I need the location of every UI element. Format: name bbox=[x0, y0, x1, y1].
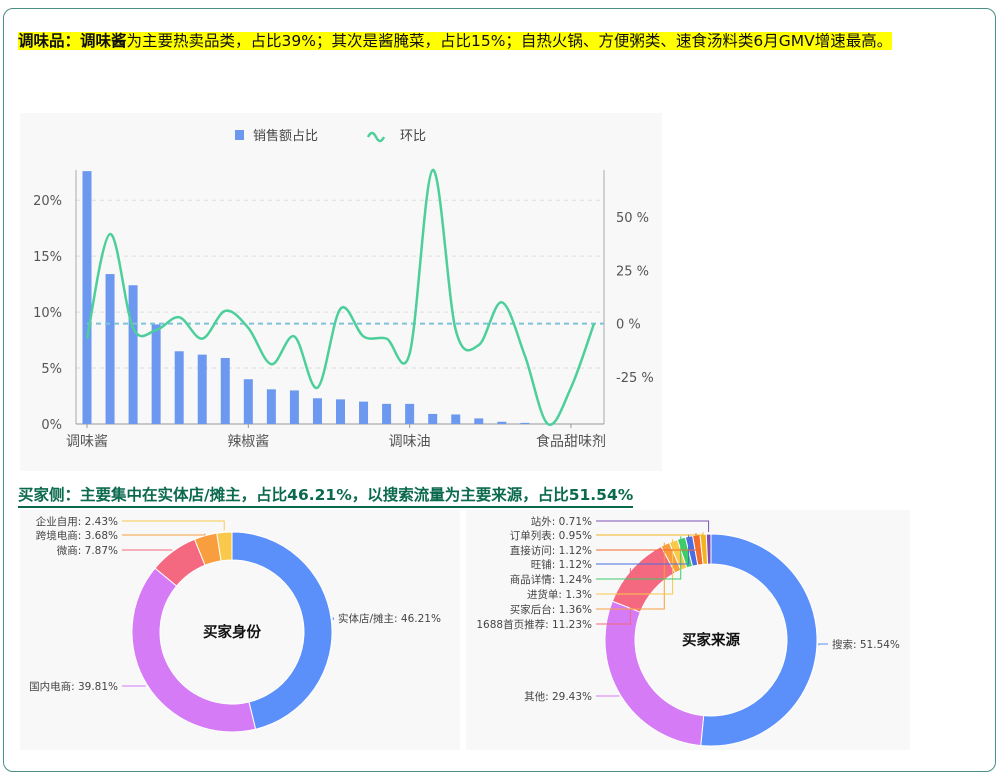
content-card bbox=[3, 8, 996, 772]
bar-line-chart: 销售额占比 环比 0% 5% 10% 15% 20% -25 % 0 % 25 % 50 % 调味酱 辣… bbox=[33, 128, 654, 450]
legend-line-swatch bbox=[366, 131, 386, 143]
slice-label: 实体店/摊主: 46.21% bbox=[338, 612, 441, 625]
slice-label: 旺铺: 1.12% bbox=[531, 558, 592, 571]
buyer-identity-donut: 实体店/摊主: 46.21% 国内电商: 39.81% 微商: 7.87% 跨境电商:… bbox=[29, 515, 441, 733]
slice-label: 站外: 0.71% bbox=[531, 515, 592, 528]
bar bbox=[520, 422, 530, 424]
slice-label: 跨境电商: 3.68% bbox=[36, 529, 118, 542]
summary-text: 调味品：调味酱为主要热卖品类，占比39%；其次是酱腌菜，占比15%；自热火锅、方… bbox=[18, 26, 978, 57]
slice-label: 进货单: 1.3% bbox=[527, 588, 592, 601]
leader-line bbox=[596, 534, 690, 565]
legend-line-label: 环比 bbox=[400, 129, 426, 144]
legend-bar-swatch bbox=[235, 130, 244, 140]
donut-center-label: 买家身份 bbox=[203, 623, 261, 641]
slice-label: 直接访问: 1.12% bbox=[510, 544, 592, 557]
bar bbox=[266, 389, 276, 424]
y-left-tick: 20% bbox=[33, 194, 62, 209]
x-tick-label: 调味酱 bbox=[66, 434, 108, 450]
donut-slice bbox=[700, 533, 818, 747]
y-right-tick: 25 % bbox=[616, 264, 649, 279]
leader-line bbox=[332, 617, 334, 620]
bar bbox=[497, 421, 507, 424]
y-right-tick: -25 % bbox=[616, 371, 654, 386]
bar bbox=[312, 398, 322, 424]
bar bbox=[243, 379, 253, 424]
donut-slice bbox=[131, 567, 257, 733]
slice-label: 1688首页推荐: 11.23% bbox=[476, 618, 592, 631]
leader-line bbox=[596, 568, 631, 625]
x-tick-label: 辣椒酱 bbox=[227, 434, 269, 450]
x-tick-label: 食品甜味剂 bbox=[536, 433, 606, 450]
slice-label: 买家后台: 1.36% bbox=[510, 603, 592, 616]
donut-slice bbox=[216, 531, 233, 562]
donut-slice bbox=[231, 531, 333, 730]
y-left-tick: 5% bbox=[41, 362, 62, 377]
y-right-tick: 50 % bbox=[616, 211, 649, 226]
slice-label: 商品详情: 1.24% bbox=[510, 573, 592, 586]
slice-label: 搜索: 51.54% bbox=[832, 638, 900, 651]
bar bbox=[405, 403, 415, 424]
leader-line bbox=[596, 536, 682, 580]
slice-label: 其他: 29.43% bbox=[524, 690, 592, 703]
y-right-tick: 0 % bbox=[616, 318, 641, 333]
legend-bar-label: 销售额占比 bbox=[253, 128, 318, 144]
donut-slice bbox=[705, 533, 712, 565]
summary-body: 为主要热卖品类，占比39%；其次是酱腌菜，占比15%；自热火锅、方便粥类、速食汤… bbox=[126, 32, 893, 50]
slice-label: 订单列表: 0.95% bbox=[510, 529, 592, 542]
bar bbox=[451, 414, 461, 424]
y-left-tick: 15% bbox=[33, 250, 62, 265]
leader-line bbox=[596, 539, 674, 595]
bar bbox=[220, 357, 230, 424]
bar bbox=[82, 171, 92, 424]
bar bbox=[128, 285, 138, 424]
buyer-identity-panel: 实体店/摊主: 46.21% 国内电商: 39.81% 微商: 7.87% 跨境电商:… bbox=[20, 510, 460, 750]
leader-line bbox=[818, 643, 828, 646]
slice-label: 国内电商: 39.81% bbox=[29, 680, 118, 693]
bar bbox=[197, 354, 207, 424]
bar bbox=[382, 403, 392, 424]
leader-line bbox=[596, 542, 665, 610]
leader-line bbox=[596, 520, 710, 533]
leader-line bbox=[596, 532, 704, 536]
leader-line bbox=[596, 533, 697, 551]
buyer-source-donut: 搜索: 51.54% 其他: 29.43% 1688首页推荐: 11.23% 买家后台… bbox=[476, 515, 900, 747]
bar bbox=[105, 274, 115, 424]
bar bbox=[174, 351, 184, 424]
donut-center-label: 买家来源 bbox=[682, 631, 740, 649]
slice-label: 微商: 7.87% bbox=[57, 544, 118, 557]
bar bbox=[474, 418, 484, 424]
mom-growth-line bbox=[85, 168, 596, 426]
bar bbox=[151, 324, 161, 424]
buyer-source-panel: 搜索: 51.54% 其他: 29.43% 1688首页推荐: 11.23% 买家后台… bbox=[466, 510, 910, 750]
bar bbox=[359, 401, 369, 424]
slice-label: 企业自用: 2.43% bbox=[36, 515, 118, 528]
bar bbox=[336, 399, 345, 424]
y-left-tick: 0% bbox=[41, 418, 62, 433]
leader-line bbox=[122, 533, 206, 536]
leader-line bbox=[122, 520, 225, 531]
y-left-tick: 10% bbox=[33, 306, 62, 321]
donut-slice bbox=[604, 600, 705, 747]
bar bbox=[428, 413, 438, 424]
bar-chart-panel: 销售额占比 环比 0% 5% 10% 15% 20% -25 % 0 % 25 % 50 % 调味酱 辣… bbox=[20, 113, 662, 471]
x-tick-label: 调味油 bbox=[389, 434, 431, 450]
summary-bold: 调味品：调味酱 bbox=[18, 32, 127, 50]
section-heading-buyers: 买家侧：主要集中在实体店/摊主，占比46.21%，以搜索流量为主要来源，占比51… bbox=[18, 484, 634, 508]
bar bbox=[289, 390, 299, 424]
